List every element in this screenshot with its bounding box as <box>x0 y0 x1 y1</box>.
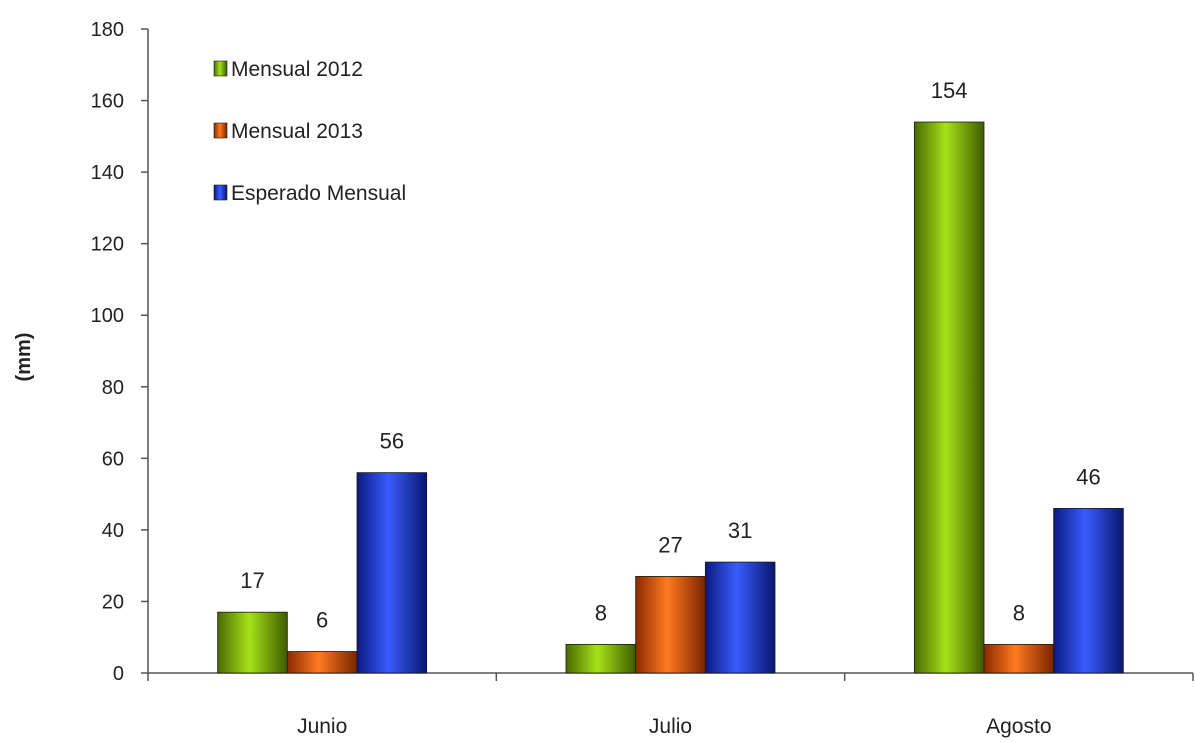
legend-swatch <box>213 184 228 201</box>
x-axis: Junio Julio Agosto <box>147 672 1194 738</box>
y-tick-label: 20 <box>102 591 124 613</box>
bar <box>217 611 288 674</box>
bars-group <box>217 121 1124 674</box>
value-labels-group: 17 6 56 8 27 31 154 8 46 <box>240 78 1100 633</box>
y-axis-title: (mm) <box>13 333 35 382</box>
y-axis: 0 20 40 60 80 100 120 140 160 180 <box>91 19 149 685</box>
x-category-label: Agosto <box>986 715 1051 738</box>
y-tick-label: 140 <box>91 162 124 184</box>
bar-value-label: 8 <box>1013 600 1025 625</box>
y-tick-label: 120 <box>91 234 124 256</box>
bar-value-label: 46 <box>1076 464 1100 489</box>
bar-value-label: 27 <box>658 532 682 557</box>
bar <box>356 472 428 674</box>
bar-value-label: 8 <box>595 600 607 625</box>
legend-swatch <box>213 122 228 139</box>
bar <box>704 561 776 674</box>
bar <box>286 651 358 674</box>
bar <box>913 121 985 674</box>
bar <box>1053 508 1124 674</box>
bar-value-label: 6 <box>316 608 328 633</box>
legend: Mensual 2012 Mensual 2013 Esperado Mensual <box>213 58 406 205</box>
y-tick-label: 160 <box>91 91 124 113</box>
legend-label: Esperado Mensual <box>231 182 406 205</box>
bar <box>565 643 637 674</box>
y-tick-label: 40 <box>102 520 124 542</box>
legend-label: Mensual 2013 <box>231 120 363 143</box>
y-tick-label: 0 <box>113 663 124 685</box>
y-tick-label: 100 <box>91 305 124 327</box>
y-tick-label: 80 <box>102 377 124 399</box>
legend-swatch <box>213 60 228 77</box>
y-tick-label: 60 <box>102 448 124 470</box>
y-tick-label: 180 <box>91 19 124 41</box>
bar <box>983 643 1055 674</box>
x-category-label: Julio <box>649 715 692 738</box>
bar <box>635 576 706 674</box>
legend-label: Mensual 2012 <box>231 58 363 81</box>
bar-value-label: 154 <box>931 78 968 103</box>
bar-value-label: 56 <box>380 429 404 454</box>
x-category-label: Junio <box>297 715 347 738</box>
bar-value-label: 17 <box>240 568 264 593</box>
bar-value-label: 31 <box>728 518 752 543</box>
